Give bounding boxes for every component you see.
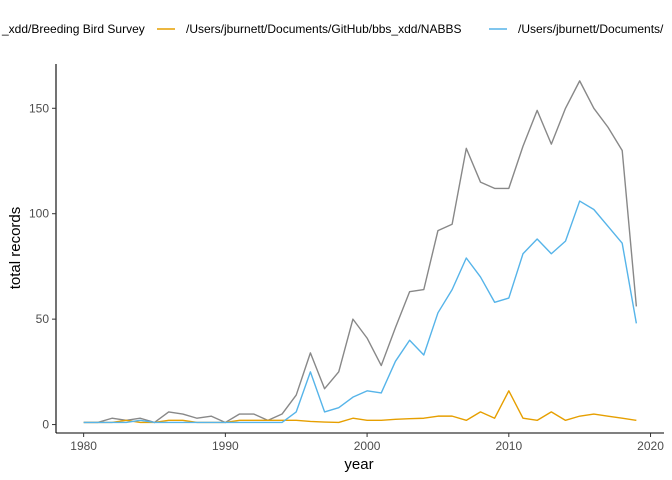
x-tick-label: 2020 [637,439,664,453]
x-axis-title: year [344,456,373,473]
x-tick-label: 1990 [212,439,239,453]
x-tick-label: 2000 [354,439,381,453]
x-tick-label: 1980 [70,439,97,453]
x-tick-label: 2010 [495,439,522,453]
legend-label-2: /Users/jburnett/Documents/GitHub/bbs_xdd… [186,22,461,36]
y-tick-label: 50 [36,312,50,326]
series-line-2 [83,390,637,424]
legend: _xdd/Breeding Bird Survey /Users/jburnet… [1,22,664,36]
plot-area: 0 50 100 150 1980 1990 2000 2010 2020 [29,64,664,453]
y-tick-label: 100 [29,207,49,221]
series-line-1 [83,80,638,424]
y-tick-label: 0 [42,418,49,432]
y-axis-title: total records [7,207,24,290]
legend-label-3: /Users/jburnett/Documents/ [518,22,664,36]
y-tick-label: 150 [29,101,49,115]
legend-label-1: _xdd/Breeding Bird Survey [1,22,145,36]
series-line-3 [83,200,638,424]
